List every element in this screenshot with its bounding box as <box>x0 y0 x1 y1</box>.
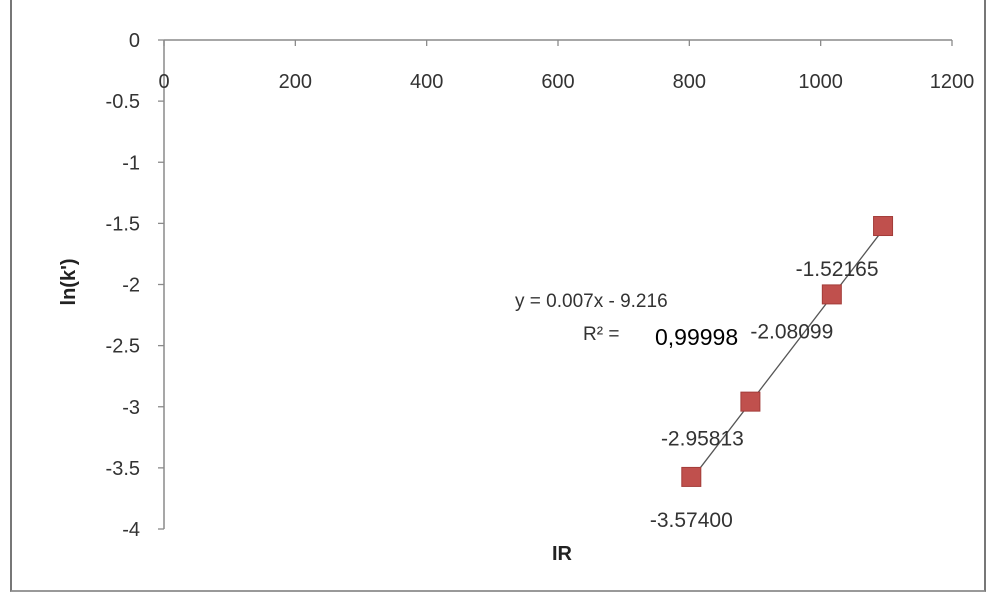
x-axis-ticks: 0 200 400 600 800 1000 1200 <box>158 40 974 93</box>
trendline-equation: y = 0.007x - 9.216 <box>515 291 668 312</box>
trendline <box>688 224 887 483</box>
x-tick-label: 600 <box>541 71 574 93</box>
data-point-label: -2.95813 <box>661 428 744 451</box>
data-point-label: -3.57400 <box>650 509 733 532</box>
data-point-marker <box>873 216 894 237</box>
y-tick-label: -1.5 <box>106 213 140 235</box>
x-tick-label: 1000 <box>798 71 843 93</box>
axes: 0 200 400 600 800 1000 1200 0 -0.5 -1 -1.5 -2 -2.5 -… <box>106 30 975 541</box>
x-tick-label: 0 <box>158 71 169 93</box>
y-tick-label: -3.5 <box>106 458 140 480</box>
data-point-label: -2.08099 <box>750 320 833 343</box>
y-tick-label: -4 <box>122 519 140 541</box>
y-tick-label: -2.5 <box>106 336 140 358</box>
y-tick-label: -0.5 <box>106 91 140 113</box>
y-tick-label: -1 <box>122 152 140 174</box>
r-squared-label: R² = <box>583 324 619 345</box>
y-axis-label: ln(k') <box>58 259 80 306</box>
data-point-marker <box>821 284 842 305</box>
x-tick-label: 200 <box>279 71 312 93</box>
x-axis-label: IR <box>552 543 573 565</box>
x-tick-label: 400 <box>410 71 443 93</box>
data-point-marker <box>740 391 761 412</box>
data-point-label: -1.52165 <box>796 258 879 281</box>
y-tick-label: -2 <box>122 275 140 297</box>
data-point-marker <box>681 466 702 487</box>
data-labels: -3.57400 -2.95813 -2.08099 -1.52165 <box>650 258 879 532</box>
y-tick-label: -3 <box>122 397 140 419</box>
x-tick-label: 800 <box>673 71 706 93</box>
data-points <box>681 216 894 487</box>
r-squared-value: 0,99998 <box>655 324 738 350</box>
y-axis-ticks: 0 -0.5 -1 -1.5 -2 -2.5 -3 -3.5 -4 <box>106 30 164 541</box>
x-tick-label: 1200 <box>930 71 975 93</box>
y-tick-label: 0 <box>129 30 140 52</box>
